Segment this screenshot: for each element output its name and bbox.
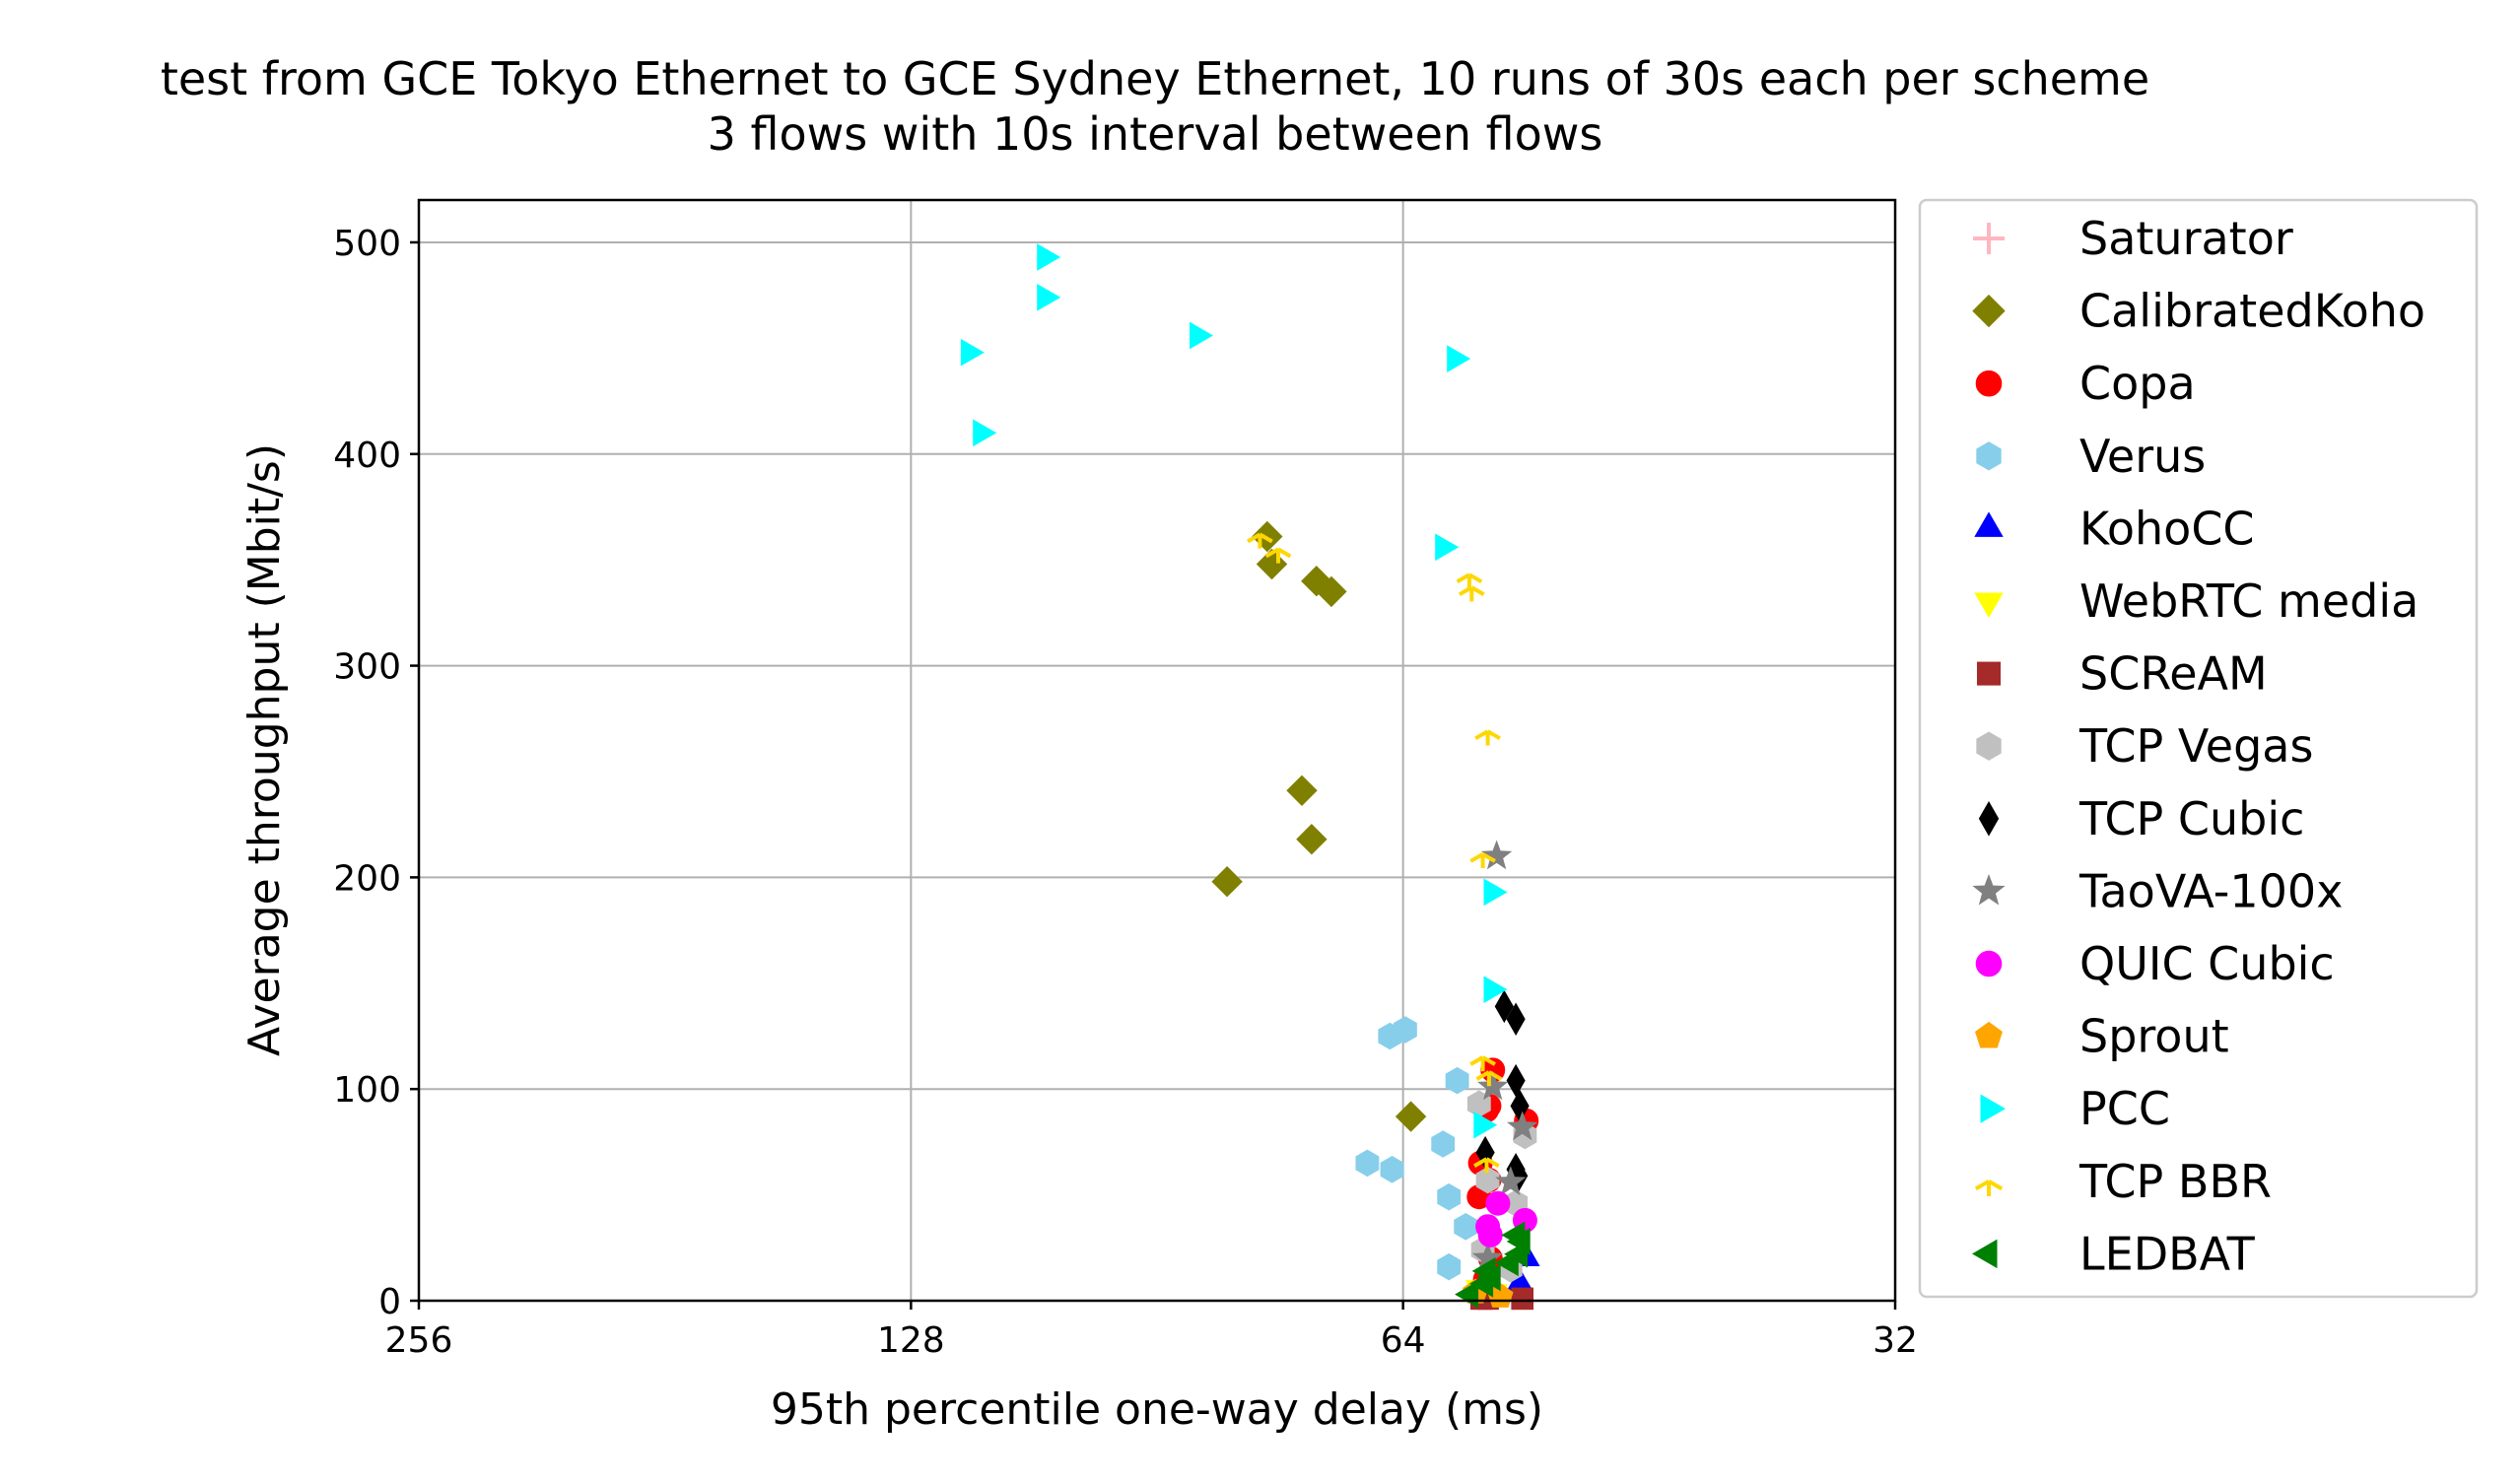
legend-label-copa: Copa [2079,357,2196,410]
point-calibratedkoho [1395,1101,1427,1132]
x-tick-label: 128 [877,1320,945,1361]
axis-ticks: 256 128 64 32 0 100 200 300 400 500 [333,224,1918,1361]
point-verus [1393,1016,1417,1044]
point-quic-cubic [1477,1222,1503,1247]
point-tcp-cubic [1494,989,1514,1024]
legend-label-scream: SCReAM [2079,647,2268,701]
x-tick-label: 64 [1381,1320,1426,1361]
point-verus [1355,1149,1380,1178]
point-tcp-vegas [1475,1166,1500,1194]
y-tick-label: 300 [333,647,401,688]
y-tick-label: 200 [333,858,401,899]
legend-marker-copa [1975,370,2003,397]
x-axis-label: 95th percentile one-way delay (ms) [771,1384,1543,1435]
legend-label-tcp-bbr: TCP BBR [2078,1155,2272,1208]
point-scream [1511,1287,1533,1311]
legend-marker-saturator [1973,223,2005,254]
point-taova-100x [1477,1070,1509,1101]
point-taova-100x [1495,1166,1527,1195]
point-verus [1437,1182,1462,1211]
point-pcc [1483,976,1508,1004]
x-tick-label: 32 [1873,1320,1918,1361]
legend-label-ledbat: LEDBAT [2079,1227,2256,1280]
point-tcp-cubic [1506,1002,1526,1037]
legend-marker-tcp-bbr [1974,1180,2004,1197]
point-pcc [960,338,985,367]
point-ledbat [1494,1248,1519,1277]
point-pcc [1483,878,1508,907]
legend-marker-calibratedkoho [1972,294,2006,328]
y-tick-label: 0 [378,1282,401,1322]
point-tcp-bbr [1469,852,1496,869]
point-calibratedkoho [1316,575,1347,608]
point-ledbat [1476,1263,1501,1292]
legend-label-webrtc-media: WebRTC media [2079,574,2418,628]
legend-marker-tcp-vegas [1976,731,2002,761]
legend-label-kohocc: KohoCC [2079,502,2255,555]
legend-label-saturator: Saturator [2079,212,2293,265]
legend-label-quic-cubic: QUIC Cubic [2079,937,2335,990]
point-tcp-bbr [1264,547,1292,564]
chart-subtitle: 3 flows with 10s interval between flows [708,107,1603,161]
point-calibratedkoho [1296,823,1328,855]
point-pcc [1435,533,1460,562]
legend-label-taova-100x: TaoVA-100x [2078,864,2343,917]
legend-frame [1918,198,2479,1299]
legend-marker-taova-100x [1972,873,2006,906]
legend-marker-pcc [1980,1094,2006,1123]
point-tcp-bbr [1475,1070,1503,1087]
point-verus [1454,1213,1478,1241]
point-pcc [1473,1111,1498,1139]
point-verus [1445,1066,1469,1095]
point-taova-100x [1480,840,1513,870]
legend-marker-tcp-cubic [1978,800,2000,837]
point-tcp-bbr [1456,573,1483,589]
legend-marker-quic-cubic [1975,950,2003,977]
legend-marker-scream [1976,661,2002,686]
point-pcc [1037,283,1061,311]
legend-marker-verus [1976,441,2002,471]
legend-label-tcp-vegas: TCP Vegas [2078,719,2313,773]
point-tcp-bbr [1473,1157,1500,1174]
legend-marker-ledbat [1972,1239,1998,1269]
point-tcp-bbr [1474,729,1501,746]
point-calibratedkoho [1211,865,1243,898]
point-quic-cubic [1485,1190,1511,1216]
y-tick-label: 100 [333,1070,401,1111]
data-points [960,243,1540,1311]
point-verus [1437,1252,1462,1281]
legend-label-calibratedkoho: CalibratedKoho [2079,285,2425,338]
legend: Saturator CalibratedKoho Copa Verus KohoCC We… [1918,198,2479,1299]
point-tcp-bbr [1247,532,1273,549]
y-tick-label: 400 [333,436,401,476]
point-ledbat [1501,1221,1526,1249]
legend-label-pcc: PCC [2079,1082,2170,1135]
legend-label-sprout: Sprout [2079,1010,2229,1063]
legend-marker-webrtc-media [1974,592,2004,618]
point-pcc [1037,243,1061,271]
point-verus [1431,1130,1456,1158]
point-pcc [1447,345,1471,372]
grid-lines [419,200,1895,1301]
point-taova-100x [1507,1111,1538,1141]
point-tcp-bbr [1458,585,1485,602]
point-tcp-cubic [1506,1063,1526,1098]
y-axis-label: Average throughput (Mbit/s) [239,443,290,1056]
point-calibratedkoho [1286,775,1318,807]
legend-marker-sprout [1975,1021,2003,1048]
chart-title: test from GCE Tokyo Ethernet to GCE Sydn… [161,52,2149,105]
point-tcp-bbr [1469,1055,1496,1072]
point-pcc [1190,321,1214,350]
y-tick-label: 500 [333,224,401,264]
point-pcc [973,419,997,447]
legend-marker-kohocc [1974,511,2004,537]
plot-frame [417,198,1897,1303]
legend-label-verus: Verus [2079,430,2206,483]
legend-label-tcp-cubic: TCP Cubic [2078,792,2304,845]
x-tick-label: 256 [385,1320,453,1361]
point-verus [1380,1156,1404,1183]
